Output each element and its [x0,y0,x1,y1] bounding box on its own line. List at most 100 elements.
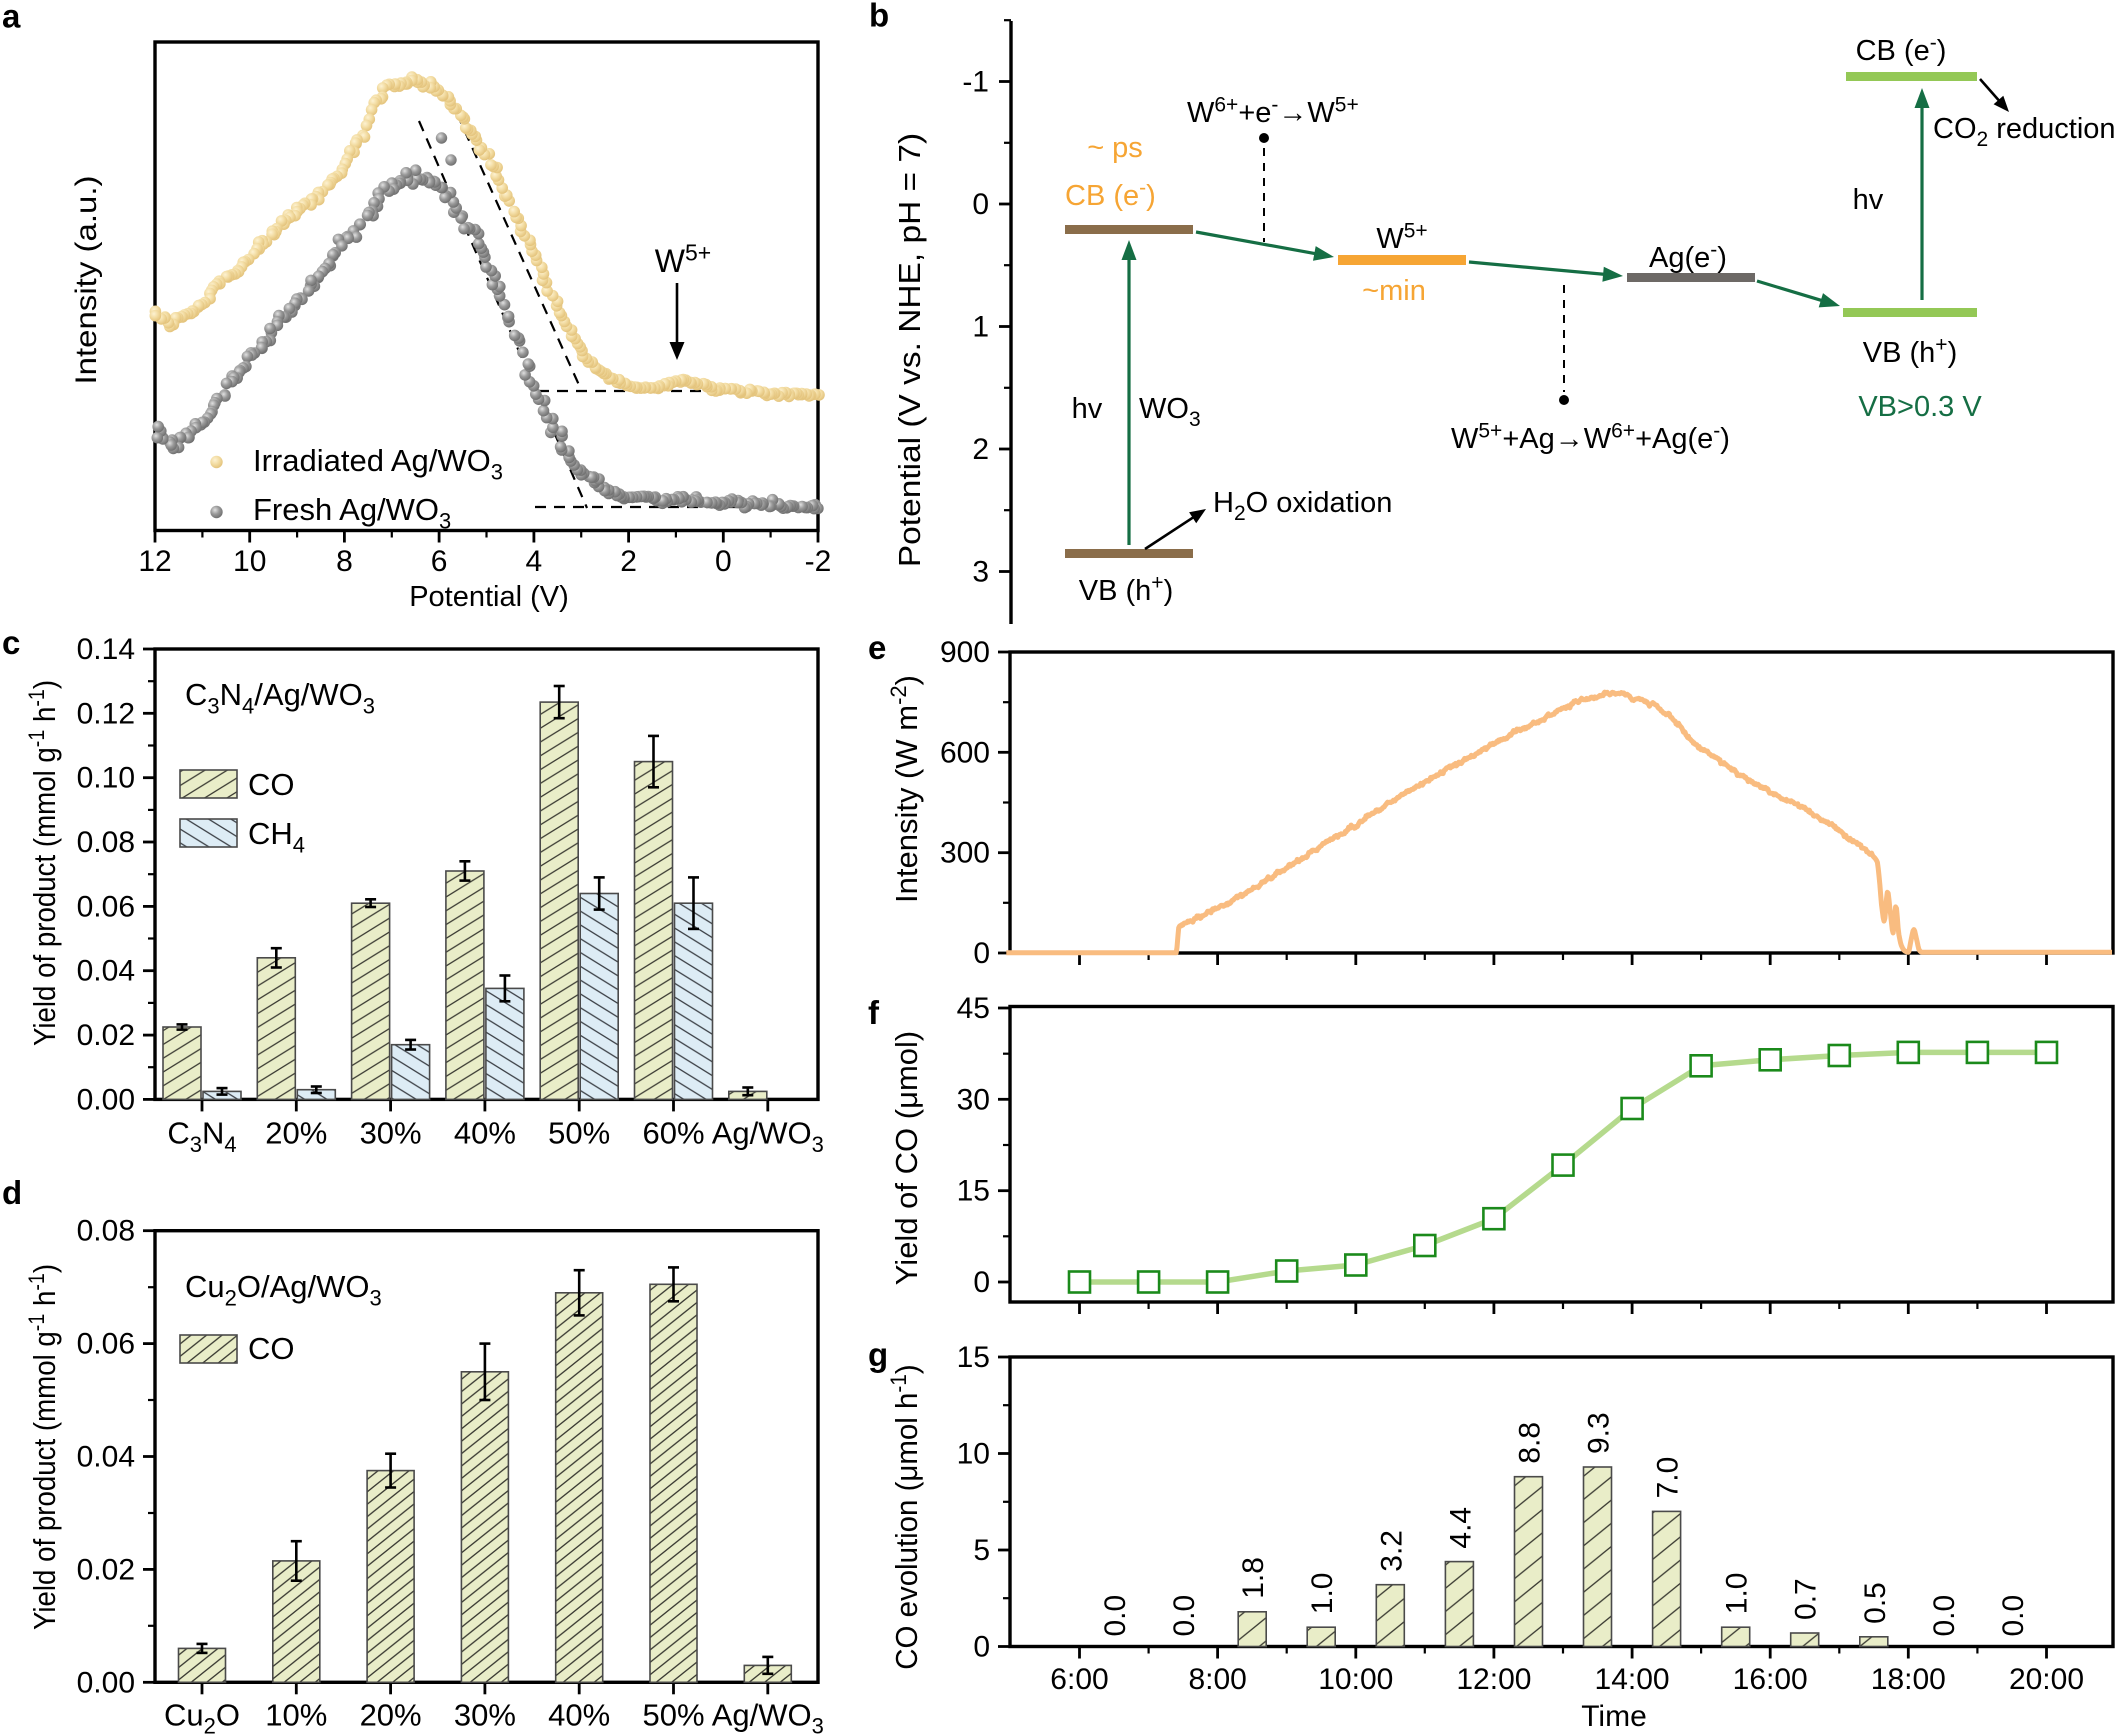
svg-text:Ag(e-): Ag(e-) [1649,239,1727,274]
svg-text:W5+: W5+ [655,240,711,280]
svg-text:CO2 reduction: CO2 reduction [1933,113,2116,151]
svg-text:VB>0.3 V: VB>0.3 V [1858,391,1982,423]
svg-text:40%: 40% [454,1115,516,1150]
svg-text:0.0: 0.0 [1168,1595,1201,1637]
svg-text:7.0: 7.0 [1652,1457,1685,1499]
svg-text:15: 15 [957,1175,990,1208]
svg-text:c: c [2,624,20,661]
svg-text:1.8: 1.8 [1237,1557,1270,1599]
svg-text:14:00: 14:00 [1595,1663,1670,1696]
svg-text:g: g [868,1336,888,1373]
svg-text:W5+: W5+ [1376,220,1427,255]
svg-text:18:00: 18:00 [1871,1663,1946,1696]
svg-text:0.5: 0.5 [1859,1582,1892,1624]
svg-text:0.14: 0.14 [77,633,135,666]
svg-text:CH4: CH4 [248,816,305,857]
svg-text:a: a [2,0,21,35]
svg-text:3: 3 [972,556,989,589]
svg-text:VB (h+): VB (h+) [1863,334,1957,369]
svg-text:8: 8 [336,545,353,578]
svg-text:9.3: 9.3 [1583,1412,1616,1454]
svg-text:15: 15 [957,1341,990,1374]
svg-text:Ag/WO3: Ag/WO3 [712,1697,824,1735]
svg-text:0: 0 [973,1266,990,1299]
svg-text:Irradiated Ag/WO3: Irradiated Ag/WO3 [253,443,503,484]
svg-text:Potential (V vs. NHE, pH = 7): Potential (V vs. NHE, pH = 7) [892,133,927,567]
svg-text:0.0: 0.0 [1997,1595,2030,1637]
svg-text:10: 10 [957,1438,990,1471]
svg-text:Cu2O: Cu2O [164,1697,240,1735]
svg-text:2: 2 [620,545,637,578]
svg-text:Intensity (a.u.): Intensity (a.u.) [68,176,102,385]
svg-text:H2O oxidation: H2O oxidation [1213,487,1392,525]
svg-text:50%: 50% [548,1115,610,1150]
svg-text:CO: CO [248,1331,295,1366]
svg-text:30%: 30% [454,1697,516,1732]
svg-text:12:00: 12:00 [1456,1663,1531,1696]
svg-text:0.04: 0.04 [77,955,135,988]
svg-text:Yield of CO (μmol): Yield of CO (μmol) [889,1031,924,1285]
svg-text:0.04: 0.04 [77,1441,135,1474]
svg-text:0.06: 0.06 [77,1328,135,1361]
svg-text:0: 0 [973,937,990,970]
svg-text:C3N4: C3N4 [167,1115,236,1156]
svg-text:6:00: 6:00 [1050,1663,1108,1696]
svg-text:60%: 60% [642,1115,704,1150]
svg-text:0.08: 0.08 [77,826,135,859]
svg-text:0: 0 [715,545,732,578]
svg-text:2: 2 [972,433,989,466]
svg-text:20%: 20% [360,1697,422,1732]
svg-text:0.08: 0.08 [77,1215,135,1248]
svg-text:0.0: 0.0 [1099,1595,1132,1637]
svg-text:0.02: 0.02 [77,1553,135,1586]
svg-text:30%: 30% [360,1115,422,1150]
svg-text:Fresh Ag/WO3: Fresh Ag/WO3 [253,492,451,533]
svg-text:4.4: 4.4 [1444,1507,1477,1549]
svg-text:C3N4/Ag/WO3: C3N4/Ag/WO3 [185,677,375,718]
svg-text:hv: hv [1072,393,1103,425]
svg-text:0.7: 0.7 [1790,1578,1823,1620]
svg-text:600: 600 [940,736,990,769]
svg-text:~min: ~min [1362,275,1426,307]
svg-text:8.8: 8.8 [1513,1422,1546,1464]
svg-text:8:00: 8:00 [1188,1663,1246,1696]
svg-text:4: 4 [526,545,543,578]
svg-text:300: 300 [940,837,990,870]
svg-text:CO: CO [248,767,295,802]
svg-text:Ag/WO3: Ag/WO3 [712,1115,824,1156]
svg-text:Intensity (W m-2): Intensity (W m-2) [886,675,924,903]
svg-text:Yield of product (mmol g-1 h-1: Yield of product (mmol g-1 h-1) [25,680,63,1046]
svg-text:0.12: 0.12 [77,697,135,730]
svg-text:CB (e-): CB (e-) [1065,177,1156,212]
svg-text:12: 12 [138,545,171,578]
svg-text:10:00: 10:00 [1318,1663,1393,1696]
svg-text:45: 45 [957,992,990,1025]
svg-text:d: d [2,1174,22,1211]
svg-text:40%: 40% [548,1697,610,1732]
svg-text:W6++e-→W5+: W6++e-→W5+ [1187,94,1359,129]
svg-text:1.0: 1.0 [1721,1572,1754,1614]
svg-text:-2: -2 [805,545,832,578]
svg-text:0.10: 0.10 [77,762,135,795]
svg-text:0: 0 [973,1631,990,1664]
svg-text:900: 900 [940,636,990,669]
svg-text:VB (h+): VB (h+) [1079,572,1173,607]
svg-text:b: b [869,0,889,34]
svg-text:0.0: 0.0 [1928,1595,1961,1637]
svg-text:0: 0 [972,188,989,221]
svg-text:30: 30 [957,1083,990,1116]
svg-text:e: e [868,629,886,666]
svg-text:20%: 20% [265,1115,327,1150]
svg-text:6: 6 [431,545,448,578]
svg-text:~ ps: ~ ps [1087,132,1143,164]
svg-text:W5++Ag→W6++Ag(e-): W5++Ag→W6++Ag(e-) [1451,420,1730,455]
svg-text:0.02: 0.02 [77,1019,135,1052]
svg-text:10: 10 [233,545,266,578]
svg-text:CO evolution (μmol h-1): CO evolution (μmol h-1) [886,1364,924,1669]
svg-text:0.00: 0.00 [77,1666,135,1699]
svg-text:3.2: 3.2 [1375,1530,1408,1572]
svg-text:50%: 50% [642,1697,704,1732]
svg-text:1.0: 1.0 [1306,1572,1339,1614]
svg-text:Yield of product (mmol g-1 h-1: Yield of product (mmol g-1 h-1) [25,1264,63,1630]
svg-text:0.06: 0.06 [77,890,135,923]
